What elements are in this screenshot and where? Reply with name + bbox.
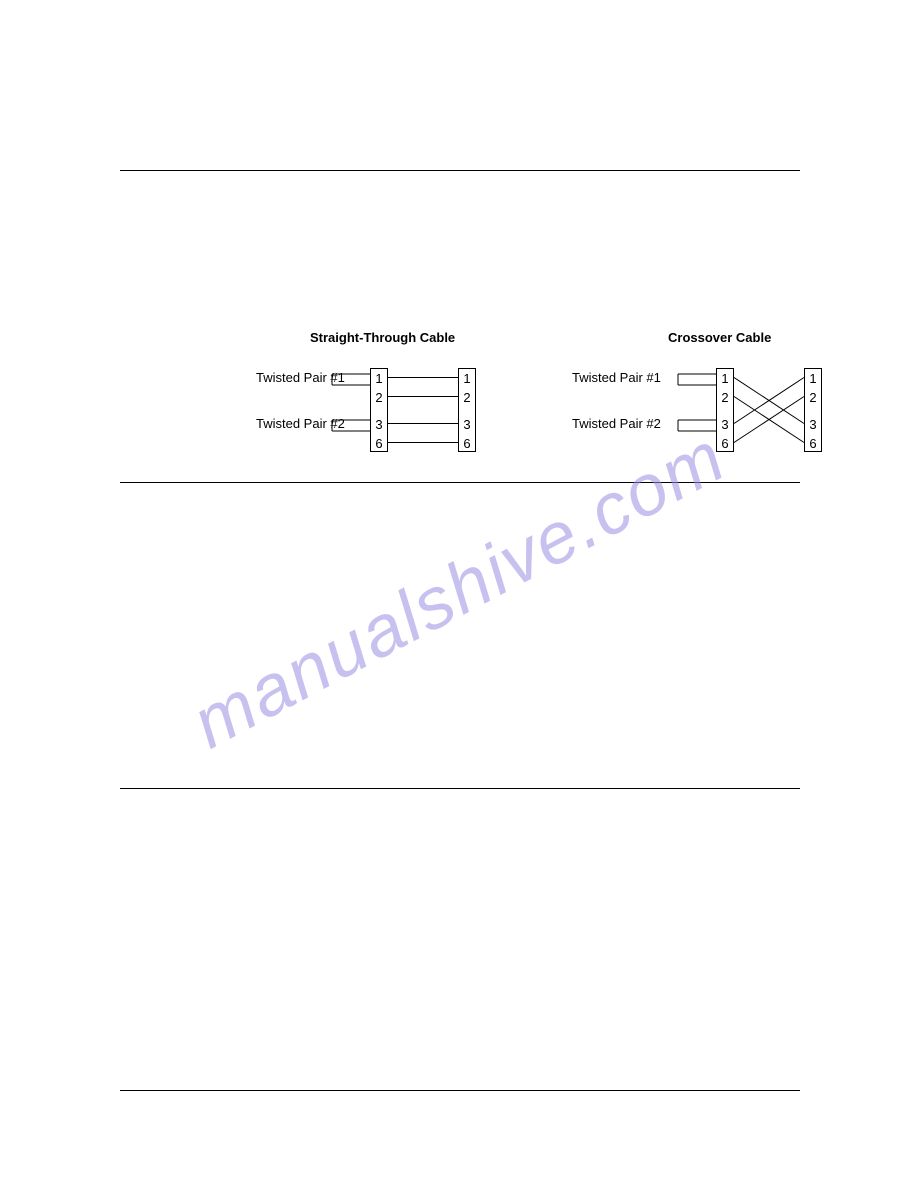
hr-3: [120, 788, 800, 789]
wires-crossover: [0, 330, 918, 490]
hr-1: [120, 170, 800, 171]
hr-4: [120, 1090, 800, 1091]
